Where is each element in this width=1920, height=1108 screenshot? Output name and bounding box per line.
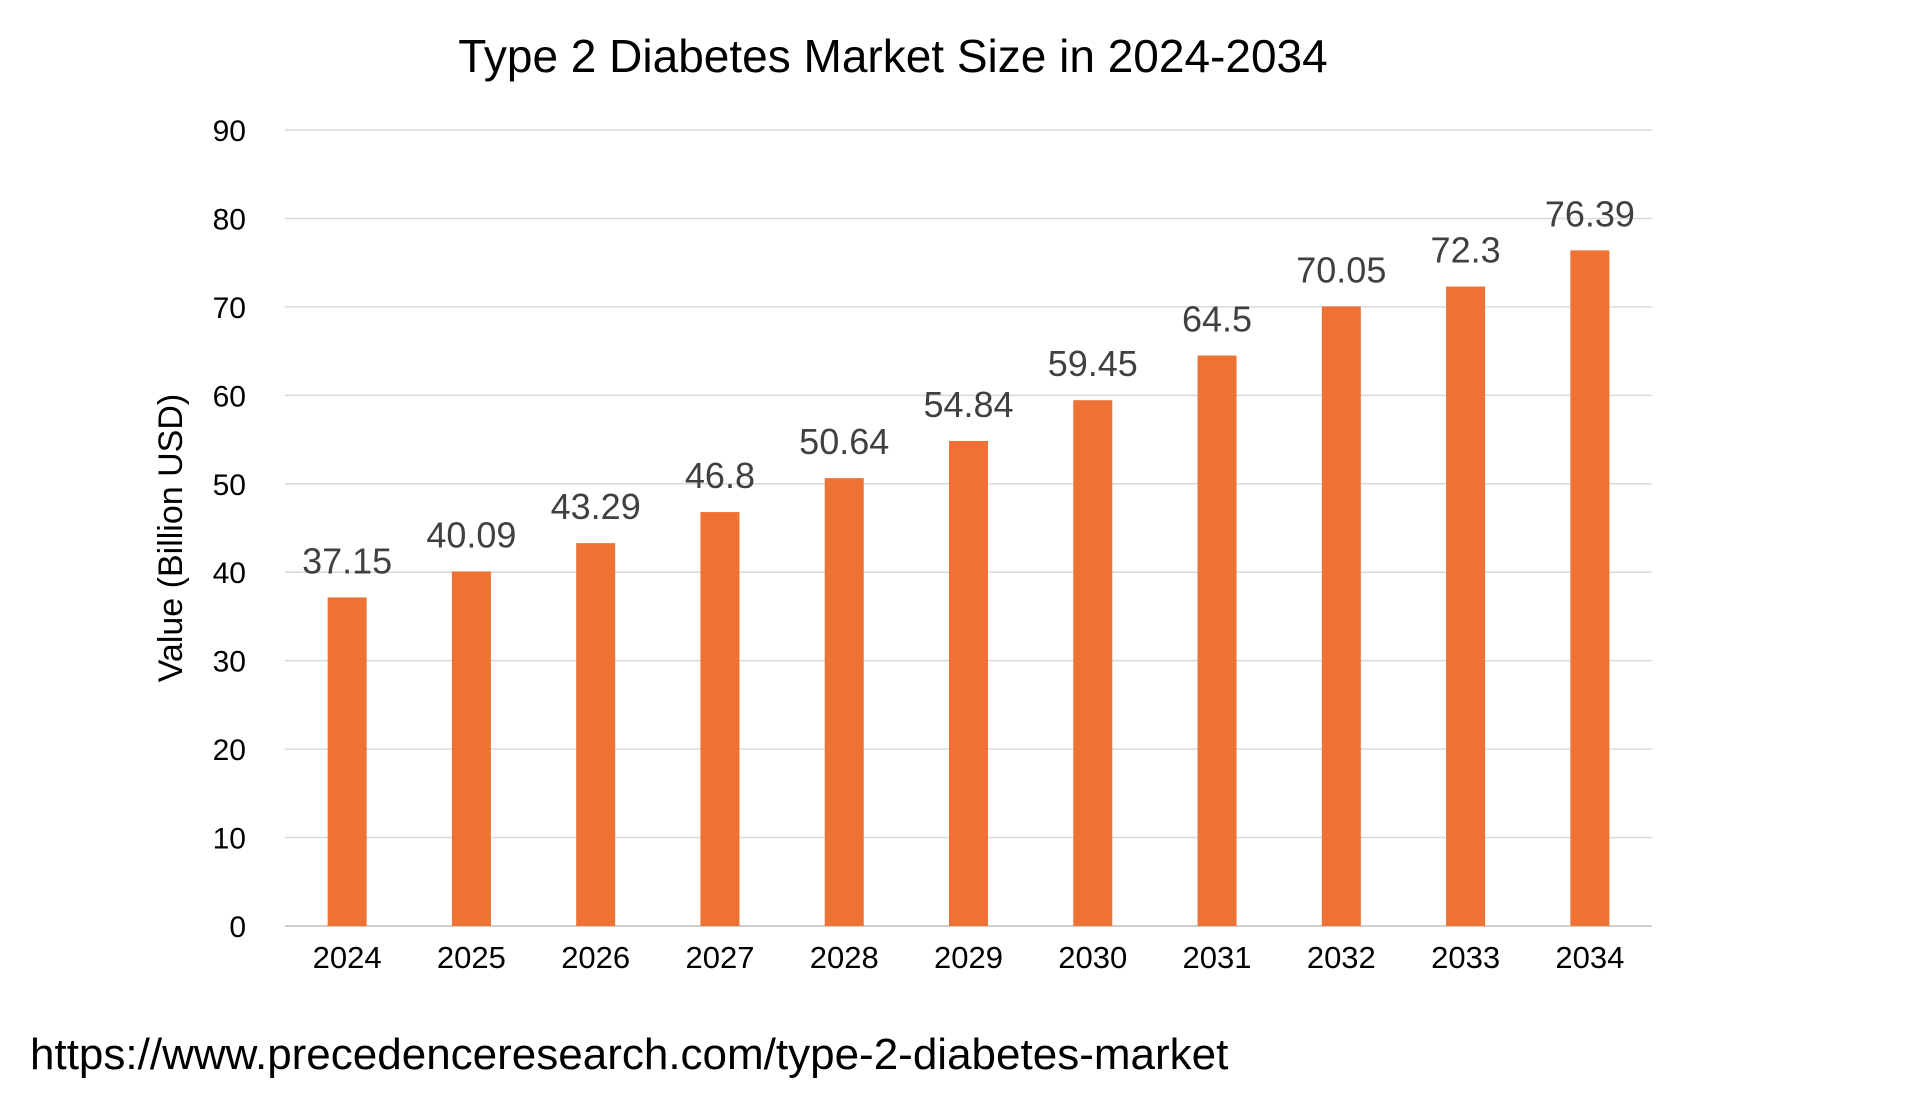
x-tick-label: 2031 bbox=[1183, 940, 1252, 975]
data-label: 70.05 bbox=[1296, 249, 1386, 290]
y-axis-ticks: 0 10 20 30 40 50 60 70 80 90 bbox=[213, 115, 246, 944]
data-label: 54.84 bbox=[923, 384, 1013, 425]
y-axis-label: Value (Billion USD) bbox=[152, 394, 190, 682]
data-labels: 37.15 40.09 43.29 46.8 50.64 54.84 59.45 64.5 70… bbox=[302, 193, 1635, 581]
x-axis-ticks: 2024 2025 2026 2027 2028 2029 2030 2031 2032 2033… bbox=[313, 940, 1625, 975]
bar bbox=[700, 512, 740, 926]
x-tick-label: 2032 bbox=[1307, 940, 1376, 975]
y-tick-label: 80 bbox=[213, 203, 246, 236]
x-tick-label: 2034 bbox=[1555, 940, 1624, 975]
bar bbox=[1446, 286, 1486, 927]
y-tick-label: 20 bbox=[213, 734, 246, 767]
y-tick-label: 70 bbox=[213, 292, 246, 325]
y-tick-label: 60 bbox=[213, 380, 246, 413]
bar bbox=[949, 440, 988, 926]
bar bbox=[1073, 400, 1113, 927]
x-tick-label: 2033 bbox=[1431, 940, 1500, 975]
x-tick-label: 2026 bbox=[561, 940, 630, 975]
data-label: 37.15 bbox=[302, 540, 392, 581]
y-tick-label: 0 bbox=[229, 911, 246, 944]
bars bbox=[327, 250, 1610, 927]
bar bbox=[1570, 250, 1610, 926]
x-tick-label: 2028 bbox=[810, 940, 879, 975]
data-label: 76.39 bbox=[1545, 193, 1635, 234]
data-label: 50.64 bbox=[799, 421, 889, 462]
source-url: https://www.precedenceresearch.com/type-… bbox=[30, 1030, 1229, 1079]
data-label: 43.29 bbox=[551, 486, 641, 527]
x-tick-label: 2024 bbox=[313, 940, 382, 975]
x-tick-label: 2025 bbox=[437, 940, 506, 975]
y-tick-label: 40 bbox=[213, 557, 246, 590]
y-tick-label: 50 bbox=[213, 469, 246, 502]
data-label: 72.3 bbox=[1431, 230, 1501, 271]
bar bbox=[1197, 355, 1237, 926]
bar bbox=[824, 478, 864, 926]
data-label: 59.45 bbox=[1048, 343, 1138, 384]
data-label: 40.09 bbox=[426, 514, 516, 555]
data-label: 64.5 bbox=[1182, 299, 1252, 340]
data-label: 46.8 bbox=[685, 455, 755, 496]
y-tick-label: 90 bbox=[213, 115, 246, 148]
x-tick-label: 2027 bbox=[685, 940, 754, 975]
chart-title: Type 2 Diabetes Market Size in 2024-2034 bbox=[458, 30, 1327, 82]
x-tick-label: 2030 bbox=[1058, 940, 1127, 975]
x-tick-label: 2029 bbox=[934, 940, 1003, 975]
bar bbox=[576, 543, 616, 926]
bar bbox=[1321, 306, 1361, 926]
y-tick-label: 10 bbox=[213, 823, 246, 856]
bar bbox=[451, 571, 491, 926]
bar bbox=[327, 597, 367, 926]
y-tick-label: 30 bbox=[213, 646, 246, 679]
bar-chart: Type 2 Diabetes Market Size in 2024-2034… bbox=[152, 30, 1652, 975]
